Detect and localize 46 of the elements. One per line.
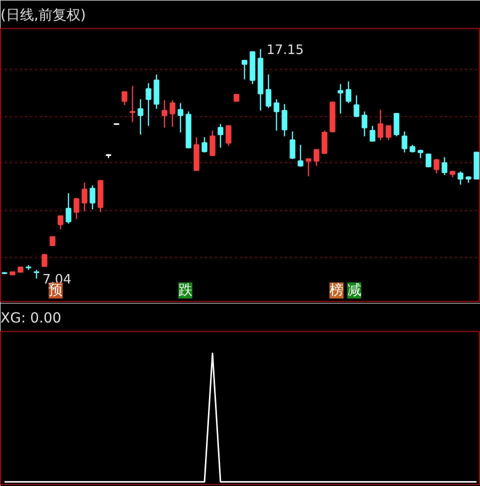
candlestick bbox=[202, 136, 208, 153]
candlestick bbox=[242, 60, 248, 80]
candlestick bbox=[274, 98, 280, 132]
candlestick bbox=[298, 144, 304, 168]
candlestick bbox=[426, 154, 432, 168]
chart-title: (日线,前复权) bbox=[0, 8, 86, 24]
candlestick bbox=[42, 253, 48, 267]
candlestick bbox=[442, 156, 448, 176]
candlestick bbox=[138, 98, 144, 136]
candlestick bbox=[402, 130, 408, 153]
candlestick bbox=[282, 103, 288, 137]
candlestick bbox=[306, 158, 312, 177]
candlestick bbox=[218, 123, 224, 148]
candlestick bbox=[178, 102, 184, 134]
text: 榜 bbox=[330, 282, 344, 298]
candlestick bbox=[82, 182, 88, 212]
candlestick bbox=[314, 149, 320, 166]
candlestick bbox=[346, 80, 352, 104]
candlestick bbox=[226, 125, 232, 146]
candlestick bbox=[162, 100, 168, 128]
candlestick bbox=[58, 215, 64, 230]
candlestick bbox=[266, 74, 272, 109]
candlestick bbox=[394, 112, 400, 137]
candlestick bbox=[66, 192, 72, 224]
candlestick bbox=[322, 130, 328, 154]
candlestick bbox=[210, 130, 216, 156]
candlestick bbox=[130, 85, 136, 123]
annotation: 17.15 bbox=[266, 43, 304, 58]
candlestick bbox=[370, 125, 376, 142]
text: 减 bbox=[347, 282, 362, 298]
candlestick bbox=[354, 94, 360, 118]
candlestick bbox=[290, 130, 296, 160]
candlestick bbox=[154, 74, 160, 110]
candlestick bbox=[74, 197, 80, 220]
candlestick bbox=[170, 100, 176, 128]
candlestick bbox=[362, 110, 368, 137]
candlestick bbox=[338, 83, 344, 114]
candlestick bbox=[458, 170, 464, 186]
text: 跌 bbox=[178, 282, 192, 298]
chart-title: XG: 0.00 bbox=[0, 310, 62, 326]
candlestick bbox=[146, 82, 152, 126]
candlestick bbox=[386, 125, 392, 141]
candlestick bbox=[434, 158, 440, 174]
candlestick bbox=[90, 184, 96, 210]
candlestick bbox=[378, 109, 384, 141]
candlestick bbox=[122, 91, 128, 106]
